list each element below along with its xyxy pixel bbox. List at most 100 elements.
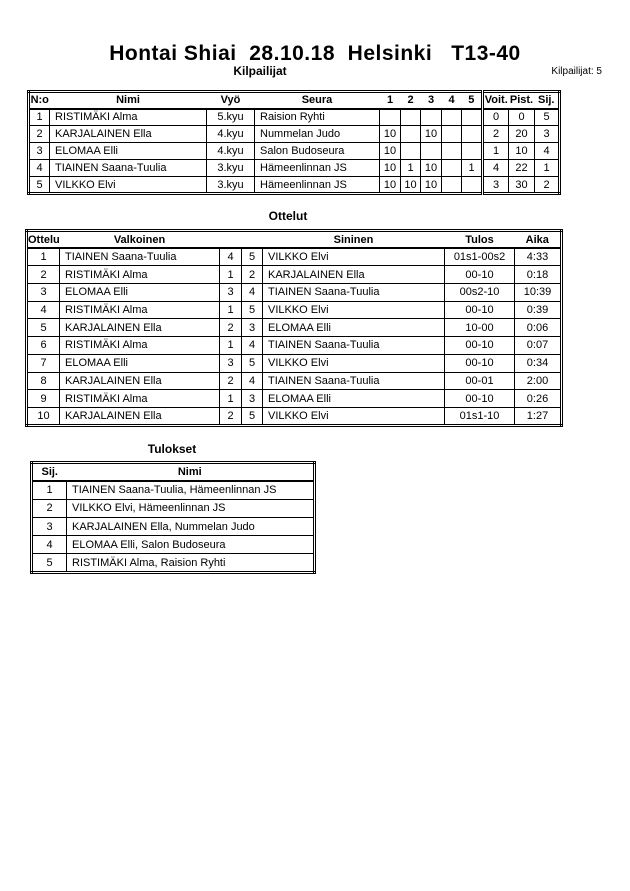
section-title-matches: Ottelut xyxy=(268,209,308,223)
competitor-belt: 4.kyu xyxy=(206,142,255,160)
match-result: 10-00 xyxy=(444,318,515,338)
result-place: 3 xyxy=(31,516,67,537)
match-no: 1 xyxy=(26,247,60,267)
competitor-name: KARJALAINEN Ella xyxy=(49,125,207,143)
score-cell xyxy=(379,108,401,126)
competitor-place: 4 xyxy=(534,142,560,160)
competitor-points: 0 xyxy=(508,108,535,126)
blue-player: TIAINEN Saana-Tuulia xyxy=(262,283,445,302)
score-cell: 10 xyxy=(420,176,442,194)
competitor-points: 22 xyxy=(508,159,535,177)
competitor-row: 2 KARJALAINEN Ella 4.kyu Nummelan Judo 1… xyxy=(28,125,560,143)
white-player-no: 1 xyxy=(219,336,242,355)
competitor-place: 5 xyxy=(534,108,560,126)
col-header-white: Valkoinen xyxy=(59,230,220,250)
match-result: 01s1-00s2 xyxy=(444,247,515,267)
match-time: 1:27 xyxy=(514,406,562,426)
blue-player-no: 5 xyxy=(241,247,263,267)
match-result: 00-01 xyxy=(444,371,515,391)
col-header-round-1: 1 xyxy=(379,91,401,110)
match-no: 4 xyxy=(26,300,60,320)
result-place: 5 xyxy=(31,553,67,573)
competitor-points: 30 xyxy=(508,176,535,194)
competitor-place: 3 xyxy=(534,125,560,143)
competitor-row: 1 RISTIMÄKI Alma 5.kyu Raision Ryhti 0 0… xyxy=(28,108,560,126)
score-cell xyxy=(400,125,421,143)
score-cell: 1 xyxy=(461,159,483,177)
match-result: 00-10 xyxy=(444,265,515,285)
white-player: ELOMAA Elli xyxy=(59,283,220,302)
competitors-header-row: N:o Nimi Vyö Seura 1 2 3 4 5 Voit. Pist.… xyxy=(28,91,560,110)
match-result: 00-10 xyxy=(444,336,515,355)
competitor-club: Raision Ryhti xyxy=(254,108,380,126)
section-title-results: Tulokset xyxy=(147,442,197,456)
col-header-wins: Voit. xyxy=(481,91,509,110)
match-time: 0:06 xyxy=(514,318,562,338)
result-row: 1 TIAINEN Saana-Tuulia, Hämeenlinnan JS xyxy=(31,480,315,500)
competitor-wins: 1 xyxy=(481,142,509,160)
match-no: 8 xyxy=(26,371,60,391)
match-row: 6 RISTIMÄKI Alma 1 4 TIAINEN Saana-Tuuli… xyxy=(26,336,562,355)
white-player: KARJALAINEN Ella xyxy=(59,318,220,338)
match-row: 1 TIAINEN Saana-Tuulia 4 5 VILKKO Elvi 0… xyxy=(26,247,562,267)
competitor-wins: 4 xyxy=(481,159,509,177)
results-table: Sij. Nimi 1 TIAINEN Saana-Tuulia, Hämeen… xyxy=(30,461,316,574)
col-header-blue: Sininen xyxy=(262,230,445,250)
section-title-competitors: Kilpailijat xyxy=(233,64,287,78)
match-row: 9 RISTIMÄKI Alma 1 3 ELOMAA Elli 00-10 0… xyxy=(26,389,562,408)
white-player: KARJALAINEN Ella xyxy=(59,406,220,426)
white-player: KARJALAINEN Ella xyxy=(59,371,220,391)
score-cell xyxy=(420,142,442,160)
white-player: RISTIMÄKI Alma xyxy=(59,300,220,320)
blue-player: ELOMAA Elli xyxy=(262,318,445,338)
match-no: 6 xyxy=(26,336,60,355)
competitor-no: 5 xyxy=(28,176,50,194)
score-cell: 10 xyxy=(400,176,421,194)
blue-player-no: 5 xyxy=(241,406,263,426)
result-place: 1 xyxy=(31,480,67,500)
match-time: 0:34 xyxy=(514,353,562,373)
blue-player-no: 5 xyxy=(241,353,263,373)
competitor-row: 5 VILKKO Elvi 3.kyu Hämeenlinnan JS 10 1… xyxy=(28,176,560,194)
competitor-name: ELOMAA Elli xyxy=(49,142,207,160)
score-cell xyxy=(441,142,462,160)
result-row: 4 ELOMAA Elli, Salon Budoseura xyxy=(31,535,315,555)
competitor-name: TIAINEN Saana-Tuulia xyxy=(49,159,207,177)
blue-player-no: 4 xyxy=(241,336,263,355)
match-no: 2 xyxy=(26,265,60,285)
competitor-row: 4 TIAINEN Saana-Tuulia 3.kyu Hämeenlinna… xyxy=(28,159,560,177)
blue-player-no: 3 xyxy=(241,318,263,338)
match-time: 0:07 xyxy=(514,336,562,355)
competitor-points: 10 xyxy=(508,142,535,160)
competitor-no: 4 xyxy=(28,159,50,177)
results-header-row: Sij. Nimi xyxy=(31,461,315,482)
score-cell: 10 xyxy=(420,125,442,143)
score-cell xyxy=(420,108,442,126)
competitor-club: Hämeenlinnan JS xyxy=(254,176,380,194)
match-time: 0:26 xyxy=(514,389,562,408)
competitor-club: Hämeenlinnan JS xyxy=(254,159,380,177)
page-title: Hontai Shiai 28.10.18 Helsinki T13-40 xyxy=(109,42,521,65)
result-row: 2 VILKKO Elvi, Hämeenlinnan JS xyxy=(31,498,315,518)
competitor-no: 3 xyxy=(28,142,50,160)
competitor-wins: 0 xyxy=(481,108,509,126)
matches-header-row: Ottelu Valkoinen Sininen Tulos Aika xyxy=(26,230,562,250)
white-player: RISTIMÄKI Alma xyxy=(59,265,220,285)
match-result: 00-10 xyxy=(444,389,515,408)
competitor-belt: 4.kyu xyxy=(206,125,255,143)
match-time: 0:18 xyxy=(514,265,562,285)
blue-player-no: 4 xyxy=(241,371,263,391)
competitor-belt: 3.kyu xyxy=(206,176,255,194)
white-player-no: 2 xyxy=(219,371,242,391)
score-cell xyxy=(461,176,483,194)
white-player-no: 1 xyxy=(219,389,242,408)
white-player-no: 3 xyxy=(219,353,242,373)
score-cell xyxy=(461,108,483,126)
score-cell: 10 xyxy=(379,159,401,177)
col-header-club: Seura xyxy=(254,91,380,110)
result-name: ELOMAA Elli, Salon Budoseura xyxy=(66,535,315,555)
white-player: TIAINEN Saana-Tuulia xyxy=(59,247,220,267)
match-row: 7 ELOMAA Elli 3 5 VILKKO Elvi 00-10 0:34 xyxy=(26,353,562,373)
competitor-row: 3 ELOMAA Elli 4.kyu Salon Budoseura 10 1… xyxy=(28,142,560,160)
score-cell xyxy=(441,159,462,177)
